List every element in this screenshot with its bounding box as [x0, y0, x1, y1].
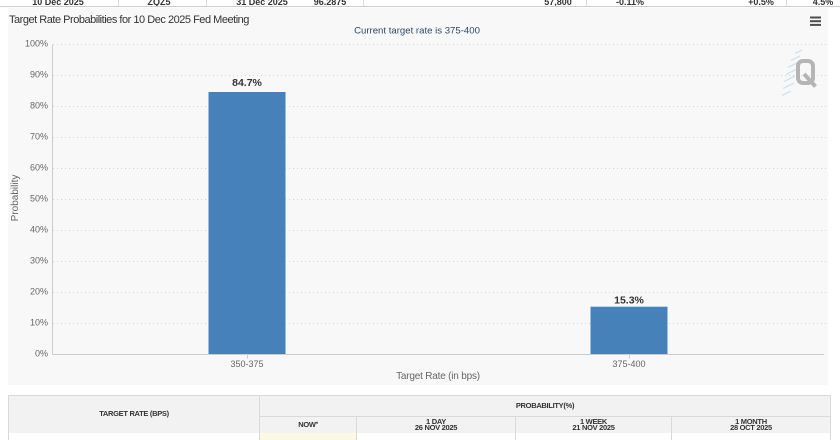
svg-text:Current target rate is 375-400: Current target rate is 375-400 — [354, 26, 480, 37]
svg-text:Target Rate Probabilities for: Target Rate Probabilities for 10 Dec 202… — [9, 14, 249, 26]
svg-text:84.7%: 84.7% — [232, 77, 262, 89]
svg-text:50%: 50% — [30, 194, 48, 204]
svg-text:20%: 20% — [30, 287, 48, 297]
svg-text:10%: 10% — [30, 318, 48, 328]
svg-text:100%: 100% — [25, 39, 48, 49]
svg-text:350-375: 350-375 — [230, 359, 263, 369]
svg-text:60%: 60% — [30, 163, 48, 173]
svg-text:0%: 0% — [35, 349, 48, 359]
svg-text:15.3%: 15.3% — [614, 295, 644, 307]
svg-text:40%: 40% — [30, 225, 48, 235]
svg-text:80%: 80% — [30, 101, 48, 111]
svg-text:30%: 30% — [30, 256, 48, 266]
svg-text:375-400: 375-400 — [612, 359, 645, 369]
svg-text:Target Rate (in bps): Target Rate (in bps) — [396, 371, 480, 382]
svg-text:70%: 70% — [30, 132, 48, 142]
svg-text:Probability: Probability — [10, 175, 21, 222]
svg-text:90%: 90% — [30, 70, 48, 80]
